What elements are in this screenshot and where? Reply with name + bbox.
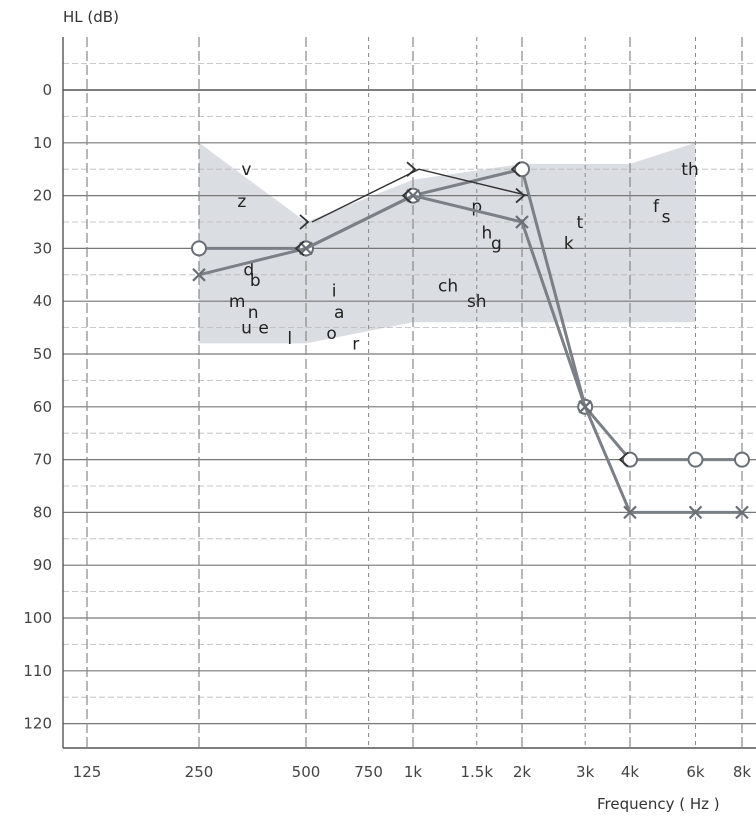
speech-banana (199, 142, 696, 344)
x-tick-label: 3k (576, 763, 595, 781)
y-tick-label: 90 (33, 556, 52, 574)
x-tick-label: 1.5k (460, 763, 493, 781)
y-axis-title: HL (dB) (63, 8, 119, 26)
speech-sound-label: e (258, 319, 268, 339)
speech-sound-label: p (471, 197, 482, 217)
data-point-cross (406, 188, 420, 203)
speech-sound-label: k (564, 234, 574, 254)
grid (62, 37, 756, 749)
data-point-bone-left (510, 161, 521, 177)
series-bone-left (294, 161, 629, 468)
speech-banana-area (199, 142, 696, 344)
speech-sound-label: f (653, 197, 660, 217)
x-tick-label: 125 (73, 763, 102, 781)
data-point-bone-right (299, 214, 310, 230)
speech-sound-label: o (326, 324, 336, 344)
data-point-circle (191, 240, 207, 257)
speech-sound-label: sh (467, 292, 487, 312)
x-tick-label: 250 (185, 763, 214, 781)
series-line (311, 168, 529, 223)
speech-sound-label: g (491, 234, 502, 254)
data-point-cross (578, 400, 592, 414)
y-tick-label: 110 (23, 662, 52, 680)
speech-sound-label: d (243, 261, 254, 281)
data-point-bone-right (406, 161, 417, 177)
y-tick-label: 40 (33, 292, 52, 310)
x-tick-label: 6k (686, 763, 705, 781)
x-tick-label: 2k (513, 763, 532, 781)
series-cross (192, 188, 749, 520)
series-bone-right (299, 161, 529, 230)
speech-sound-label: b (250, 271, 261, 291)
speech-sound-label: th (681, 160, 698, 180)
data-point-circle (687, 451, 704, 468)
speech-sound-label: h (482, 224, 493, 244)
y-tick-label: 30 (33, 239, 52, 257)
y-tick-label: 120 (23, 715, 52, 733)
y-tick-label: 10 (33, 134, 52, 152)
data-point-circle (622, 451, 638, 468)
speech-sound-label: ch (438, 276, 458, 296)
x-tick-label: 750 (354, 763, 383, 781)
data-point-bone-right (515, 187, 526, 204)
y-tick-labels: 0 10 20 30 40 50 60 70 80 90 100 110 120 (23, 81, 52, 733)
y-tick-label: 100 (23, 609, 52, 627)
data-point-circle (514, 161, 530, 178)
x-tick-label: 8k (733, 763, 752, 781)
speech-sound-label: m (229, 292, 246, 312)
y-tick-label: 80 (33, 503, 52, 521)
data-point-bone-left (294, 240, 305, 257)
speech-sound-label: a (334, 303, 344, 323)
x-tick-labels: 125 250 500 750 1k 1.5k 2k 3k 4k 6k 8k (73, 763, 752, 781)
series (191, 161, 750, 520)
series-line (198, 194, 742, 514)
y-tick-label: 70 (33, 451, 52, 469)
speech-sound-label: t (577, 213, 584, 233)
data-point-cross (688, 505, 703, 520)
speech-sound-label: l (287, 329, 292, 349)
data-point-circle (734, 451, 750, 468)
x-tick-label: 1k (404, 763, 423, 781)
data-point-bone-left (618, 451, 629, 468)
x-tick-label: 500 (292, 763, 321, 781)
data-point-cross (192, 268, 206, 282)
speech-sound-label: z (237, 192, 246, 212)
y-tick-label: 60 (33, 398, 52, 416)
y-tick-label: 20 (33, 187, 52, 205)
y-tick-label: 50 (33, 345, 52, 363)
speech-sound-label: n (248, 303, 259, 323)
speech-sound-label: u (241, 319, 252, 339)
y-tick-label: 0 (42, 81, 52, 99)
speech-sound-label: r (352, 334, 359, 354)
data-point-cross (623, 505, 637, 520)
x-tick-label: 4k (621, 763, 640, 781)
speech-sound-label: v (241, 160, 251, 180)
data-point-cross (299, 241, 313, 256)
data-point-cross (735, 505, 749, 520)
x-axis-title: Frequency ( Hz ) (597, 795, 720, 813)
data-point-bone-left (401, 187, 412, 204)
speech-sound-label: i (332, 282, 337, 302)
data-point-cross (515, 215, 529, 229)
speech-sound-label: s (662, 208, 671, 228)
